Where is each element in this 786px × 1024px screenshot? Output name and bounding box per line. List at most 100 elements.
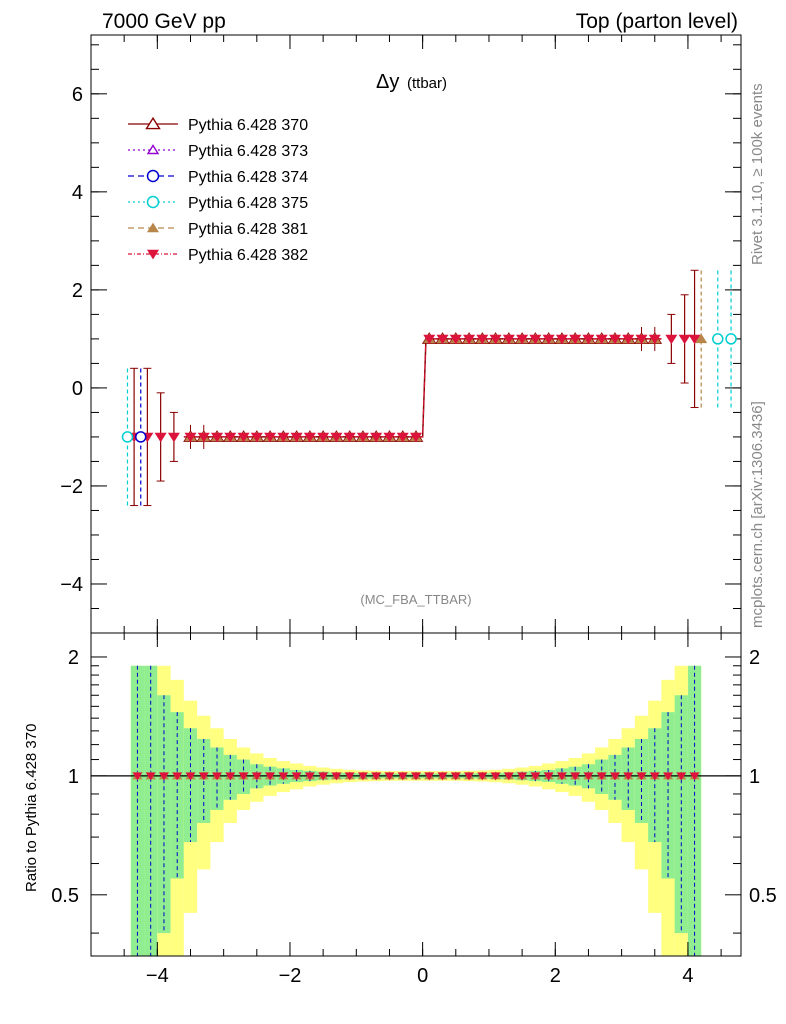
ratio-marker-382	[344, 772, 355, 781]
legend-label: Pythia 6.428 370	[188, 117, 308, 134]
marker-382	[582, 334, 595, 345]
ratio-y-tick-label-right: 0.5	[749, 885, 777, 907]
ratio-panel: 0.5 0.5 1 1 2 2 −4 −2 0 2 4 Ratio to Pythia 6.428 …	[23, 632, 777, 987]
ratio-marker-382	[689, 772, 700, 781]
ratio-band-green	[197, 738, 211, 823]
marker-382	[449, 334, 462, 345]
x-tick-label: 0	[417, 965, 428, 987]
ratio-marker-382	[304, 772, 315, 781]
ratio-marker-382	[490, 772, 501, 781]
marker-382	[277, 432, 290, 443]
rivet-label: Rivet 3.1.10, ≥ 100k events	[749, 83, 766, 265]
legend-marker	[147, 249, 159, 260]
ratio-marker-382	[609, 772, 620, 781]
ratio-band-green	[634, 738, 649, 823]
marker-382	[423, 334, 436, 345]
main-y-tick-label: 2	[72, 280, 83, 302]
ratio-marker-382	[371, 772, 382, 781]
legend-label: Pythia 6.428 373	[188, 143, 308, 160]
main-series	[121, 269, 737, 507]
ratio-marker-382	[636, 772, 647, 781]
mcplots-label: mcplots.cern.ch [arXiv:1306.3436]	[749, 401, 766, 628]
x-tick-label: 4	[682, 965, 693, 987]
x-tick-label: −2	[279, 965, 302, 987]
legend-marker	[146, 195, 160, 209]
ratio-marker-382	[185, 772, 196, 781]
marker-382	[622, 334, 635, 345]
legend-label: Pythia 6.428 382	[188, 247, 308, 264]
marker-382	[476, 334, 489, 345]
main-y-tick-label: 6	[72, 84, 83, 106]
ratio-marker-382	[132, 772, 143, 781]
main-axis-ticks: −4 −2 0 2 4 6	[60, 35, 741, 634]
main-y-tick-label: 4	[72, 182, 83, 204]
legend-label: Pythia 6.428 375	[188, 195, 308, 212]
marker-382	[167, 432, 180, 443]
ratio-band-green	[130, 665, 145, 956]
ratio-marker-382	[145, 772, 156, 781]
marker-382	[648, 334, 661, 345]
ratio-marker-382	[596, 772, 607, 781]
marker-382	[264, 432, 277, 443]
ratio-marker-382	[265, 772, 276, 781]
legend-marker	[146, 144, 160, 155]
marker-382	[396, 432, 409, 443]
marker-382	[502, 334, 515, 345]
ratio-marker-382	[450, 772, 461, 781]
outer-point-marker	[725, 333, 737, 345]
ratio-marker-382	[411, 772, 421, 781]
ratio-marker-382	[397, 772, 408, 781]
marker-382	[635, 334, 648, 345]
ratio-marker-382	[225, 772, 236, 781]
outer-point-marker	[121, 431, 134, 443]
ratio-marker-382	[556, 772, 567, 781]
ratio-marker-382	[198, 772, 209, 781]
marker-382	[608, 334, 621, 345]
ratio-marker-382	[663, 772, 674, 781]
ratio-marker-382	[278, 772, 289, 781]
marker-382	[542, 334, 555, 345]
x-tick-label: −4	[146, 965, 169, 987]
ratio-band-green	[661, 712, 675, 879]
ratio-y-tick-label: 2	[68, 647, 79, 669]
plot-title-sub: (ttbar)	[407, 75, 447, 92]
ratio-marker-382	[172, 772, 183, 781]
marker-382	[529, 334, 542, 345]
ratio-marker-382	[676, 772, 687, 781]
legend-marker	[145, 116, 161, 130]
marker-382	[317, 432, 330, 443]
outer-point-marker-381	[695, 333, 708, 344]
ratio-marker-382	[570, 772, 581, 781]
ratio-band-green	[170, 712, 184, 879]
ratio-marker-382	[437, 772, 448, 781]
marker-382	[463, 334, 476, 345]
ratio-ylabel: Ratio to Pythia 6.428 370	[23, 724, 40, 892]
main-panel: −4 −2 0 2 4 6 Δy (ttbar) (MC_FBA_TTBAR) Pythi…	[60, 34, 742, 634]
legend-marker	[147, 222, 159, 233]
ratio-marker-382	[384, 772, 395, 781]
marker-382	[370, 432, 383, 443]
marker-382	[184, 432, 197, 443]
ratio-band-green	[674, 695, 688, 934]
marker-382	[303, 432, 316, 443]
legend: Pythia 6.428 370 Pythia 6.428 373 Pythia 6…	[128, 116, 308, 264]
ratio-band-green	[687, 665, 702, 956]
marker-382	[569, 334, 582, 345]
ratio-marker-382	[464, 772, 475, 781]
marker-382	[211, 432, 224, 443]
ratio-marker-382	[357, 772, 368, 781]
marker-382	[356, 432, 369, 443]
marker-382	[688, 334, 701, 345]
ratio-frame	[90, 632, 742, 957]
marker-382	[410, 432, 422, 443]
analysis-tag: (MC_FBA_TTBAR)	[360, 592, 471, 607]
ratio-marker-382	[158, 772, 169, 781]
legend-label: Pythia 6.428 381	[188, 221, 308, 238]
marker-382	[383, 432, 396, 443]
plot-title-main: Δy	[376, 71, 399, 93]
ratio-marker-382	[331, 772, 342, 781]
ratio-marker-382	[530, 772, 541, 781]
marker-382	[678, 334, 691, 345]
ratio-marker-382	[212, 772, 223, 781]
